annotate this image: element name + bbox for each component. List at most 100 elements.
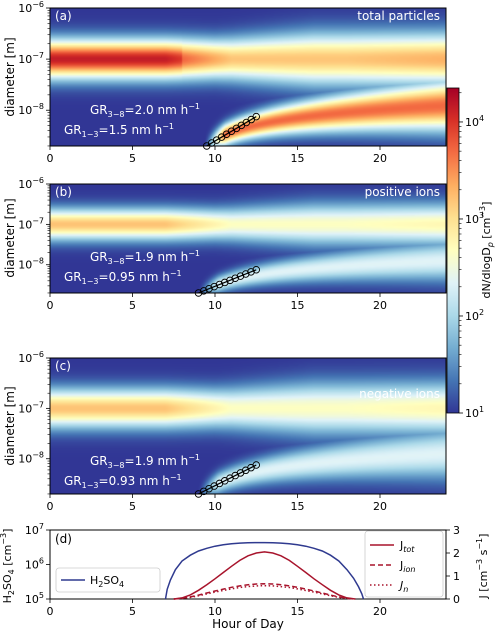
heatmap-positive-ions — [50, 184, 446, 293]
panel-label: (c) — [55, 359, 71, 373]
colorbar: 101 102 103 104 dN/dlogDp [cm−3] — [446, 87, 495, 420]
y-tick-label: 10−7 — [18, 51, 44, 66]
x-tick-label: 0 — [47, 500, 54, 513]
x-tick-label: 10 — [208, 605, 222, 618]
growth-fit-point — [247, 268, 255, 276]
colorbar-ticks: 101 102 103 104 — [459, 92, 484, 420]
y-tick-label-left: 106 — [25, 557, 44, 572]
colorbar-tick-label: 104 — [465, 114, 484, 129]
x-tick-label: 15 — [291, 605, 305, 618]
x-tick-label: 20 — [373, 152, 387, 165]
y-axis-label-right: J [cm−3 s−1] — [475, 534, 490, 600]
y-tick-label: 10−6 — [18, 350, 44, 365]
growth-fit-point — [199, 287, 208, 295]
axis-ticks: 0 5 10 15 20 10−6 10−7 10−8 — [18, 176, 387, 312]
x-tick-label: 15 — [291, 152, 305, 165]
axes-frame — [49, 7, 447, 147]
y-tick-label: 10−6 — [18, 176, 44, 191]
axes-frame — [49, 357, 447, 495]
y-tick-label-right: 2 — [453, 547, 460, 560]
panel-label: (d) — [55, 532, 72, 546]
series-line-j-ion — [173, 583, 356, 600]
y-axis-label: diameter [m] — [3, 386, 17, 465]
x-tick-label: 0 — [47, 152, 54, 165]
x-tick-label: 20 — [373, 500, 387, 513]
gr-3-8-label: GR3−8=1.9 nm h−1 — [90, 453, 200, 470]
gr-1-3-label: GR1−3=1.5 nm h−1 — [64, 122, 174, 139]
growth-fit-point — [241, 270, 250, 278]
gr-3-8-label: GR3−8=1.9 nm h−1 — [90, 249, 200, 266]
x-tick-label: 15 — [291, 500, 305, 513]
x-tick-label: 20 — [373, 605, 387, 618]
panel-d: 0 5 10 15 20 105 106 107 0 1 2 3 (d) Hour of Day H2… — [0, 522, 490, 631]
axis-ticks: 0 5 10 15 20 105 106 107 0 1 2 3 — [25, 522, 460, 618]
colorbar-tick-label: 102 — [465, 308, 484, 323]
x-tick-label: 0 — [47, 299, 54, 312]
x-tick-label: 0 — [47, 605, 54, 618]
x-tick-label: 5 — [129, 299, 136, 312]
panel-title: total particles — [357, 9, 440, 23]
y-tick-label-right: 0 — [453, 593, 460, 606]
y-tick-label: 10−8 — [18, 102, 44, 117]
x-tick-label: 10 — [208, 152, 222, 165]
growth-fit-point — [210, 282, 218, 291]
series-line-j-n — [173, 584, 356, 600]
panel-b: (b) positive ions GR3−8=1.9 nm h−1 GR1−3… — [3, 176, 447, 312]
line-series — [164, 541, 365, 600]
legend-h2so4: H2SO4 — [55, 567, 161, 593]
panel-label: (b) — [55, 185, 72, 199]
y-axis-label: diameter [m] — [3, 37, 17, 116]
heatmap-total-particles — [50, 8, 446, 146]
axis-ticks: 0 5 10 15 20 10−6 10−7 10−8 — [18, 0, 387, 165]
growth-fit-line — [198, 269, 257, 294]
y-tick-label: 10−6 — [18, 0, 44, 15]
colorbar-label: dN/dlogDp [cm−3] — [478, 202, 495, 299]
panel-title: positive ions — [365, 185, 440, 199]
colorbar-tick-label: 101 — [465, 405, 484, 420]
x-tick-label: 5 — [129, 500, 136, 513]
x-tick-label: 20 — [373, 299, 387, 312]
growth-fit-point — [215, 280, 224, 289]
growth-fit-point — [252, 461, 260, 469]
legend-label: Jn — [398, 579, 408, 594]
legend-box — [55, 567, 161, 593]
panel-label: (a) — [55, 9, 72, 23]
y-axis-label: diameter [m] — [3, 198, 17, 277]
growth-fit-point — [252, 112, 260, 121]
y-tick-label-right: 3 — [453, 524, 460, 537]
y-tick-label: 10−7 — [18, 216, 44, 231]
x-tick-label: 15 — [291, 299, 305, 312]
panel-title: negative ions — [359, 387, 440, 401]
gr-1-3-label: GR1−3=0.95 nm h−1 — [64, 269, 182, 286]
panel-c: (c) negative ions GR3−8=1.9 nm h−1 GR1−3… — [3, 350, 447, 513]
colorbar-frame — [446, 87, 460, 414]
y-tick-label: 10−8 — [18, 257, 44, 272]
growth-fit-point — [231, 274, 239, 282]
colorbar-tick-label: 103 — [465, 211, 484, 226]
growth-fit-point — [252, 266, 260, 274]
y-tick-label: 10−8 — [18, 451, 44, 466]
y-tick-label-left: 105 — [25, 591, 44, 606]
growth-fit-point — [236, 272, 245, 280]
legend-label: H2SO4 — [90, 574, 124, 589]
series-line-h2so4 — [164, 541, 365, 600]
growth-fit-point — [226, 276, 234, 285]
gr-3-8-label: GR3−8=2.0 nm h−1 — [90, 102, 200, 119]
gr-1-3-label: GR1−3=0.93 nm h−1 — [64, 473, 182, 490]
legend-box — [364, 530, 444, 598]
growth-fit — [194, 461, 260, 498]
y-axis-label-left: H2SO4 [cm−3] — [0, 529, 16, 604]
legend-label: Jtot — [399, 539, 415, 554]
x-tick-label: 5 — [129, 152, 136, 165]
axes-frame — [49, 183, 447, 294]
series-line-j-tot — [173, 551, 356, 600]
y-tick-label-right: 1 — [453, 570, 460, 583]
growth-fit — [194, 266, 260, 297]
growth-fit-point — [194, 289, 203, 297]
x-tick-label: 10 — [208, 500, 222, 513]
growth-fit-line — [198, 464, 257, 495]
heatmap-negative-ions — [50, 358, 446, 494]
y-tick-label: 10−7 — [18, 400, 44, 415]
growth-fit — [202, 112, 260, 150]
